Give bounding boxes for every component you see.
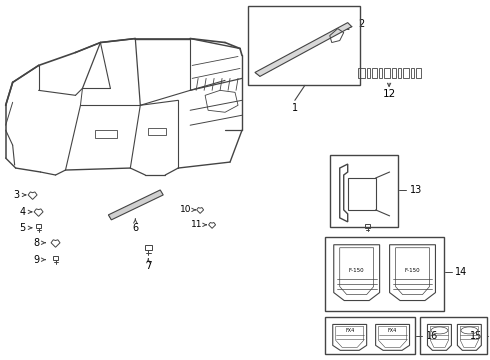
- Text: 1: 1: [292, 103, 298, 113]
- Text: 3: 3: [14, 190, 20, 200]
- Bar: [367, 68, 369, 78]
- Bar: [248, 6, 360, 85]
- Text: 7: 7: [145, 261, 151, 271]
- Bar: [384, 68, 390, 78]
- Bar: [379, 68, 382, 78]
- Text: 16: 16: [425, 332, 438, 341]
- Text: 13: 13: [410, 185, 422, 195]
- Bar: [392, 68, 395, 78]
- Bar: [348, 178, 376, 210]
- Polygon shape: [108, 190, 163, 220]
- Bar: [330, 155, 397, 227]
- Text: F-150: F-150: [405, 268, 420, 273]
- Text: 9: 9: [33, 255, 40, 265]
- Text: 14: 14: [455, 267, 467, 276]
- Polygon shape: [255, 23, 352, 76]
- Bar: [358, 68, 365, 78]
- Text: 12: 12: [383, 89, 396, 99]
- Text: 8: 8: [33, 238, 40, 248]
- Text: 2: 2: [359, 19, 365, 28]
- Bar: [325, 237, 444, 311]
- Bar: [411, 68, 414, 78]
- Bar: [419, 318, 488, 354]
- Bar: [403, 68, 409, 78]
- Text: 15: 15: [470, 332, 482, 341]
- Text: 4: 4: [20, 207, 25, 217]
- Bar: [148, 128, 166, 135]
- Text: FX4: FX4: [388, 328, 397, 333]
- Text: 5: 5: [20, 223, 26, 233]
- Bar: [397, 68, 400, 78]
- Bar: [325, 318, 415, 354]
- Text: 10: 10: [180, 206, 192, 215]
- Text: 11: 11: [192, 220, 203, 229]
- Text: F-150: F-150: [349, 268, 365, 273]
- Bar: [416, 68, 420, 78]
- Text: 6: 6: [132, 223, 138, 233]
- Bar: [371, 68, 377, 78]
- Bar: [96, 130, 118, 138]
- Text: FX4: FX4: [345, 328, 354, 333]
